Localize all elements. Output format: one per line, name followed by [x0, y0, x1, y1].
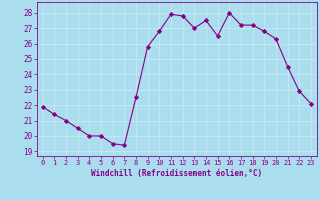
X-axis label: Windchill (Refroidissement éolien,°C): Windchill (Refroidissement éolien,°C): [91, 169, 262, 178]
